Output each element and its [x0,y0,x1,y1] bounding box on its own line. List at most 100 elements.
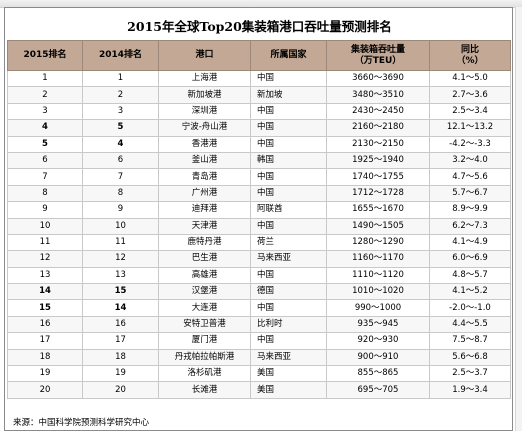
cell-country: 中国 [250,266,327,285]
cell-country: 中国 [250,299,327,317]
cell-yoy: 4.1～4.9 [429,233,511,252]
cell-country: 中国 [250,135,327,153]
table-row: 10 10 天津港 中国 1490～1505 6.2～7.3 [7,217,511,235]
cell-port: 汉堡港 [158,283,251,301]
cell-port: 高雄港 [158,266,251,285]
cell-rank-2015: 3 [7,102,83,121]
cell-port: 大连港 [158,299,251,317]
cell-yoy: 6.2～7.3 [429,217,511,235]
cell-yoy: 5.6～6.8 [429,348,511,367]
cell-rank-2015: 11 [7,233,83,252]
cell-volume: 900～910 [326,348,430,367]
cell-volume: 1110～1120 [326,266,430,285]
table-row: 8 8 广州港 中国 1712～1728 5.7～6.7 [7,184,511,203]
table-row: 19 19 洛杉矶港 美国 855～865 2.5～3.7 [7,365,511,383]
table-header-row: 2015排名 2014排名 港口 所属国家 集装箱吞吐量 （万TEU） 同比 （… [7,40,511,71]
cell-rank-2014: 6 [82,151,159,170]
cell-country: 中国 [250,332,327,350]
cell-yoy: 2.5～3.4 [429,102,511,121]
cell-country: 美国 [250,365,327,383]
cell-volume: 1010～1020 [326,283,430,301]
table-row: 7 7 青岛港 中国 1740～1755 4.7～5.6 [7,168,511,186]
header-rank-2015: 2015排名 [7,40,83,71]
table-row: 3 3 深圳港 中国 2430～2450 2.5～3.4 [7,102,511,121]
table-row: 1 1 上海港 中国 3660～3690 4.1～5.0 [7,69,511,88]
header-yoy: 同比 （%） [429,40,511,71]
cell-rank-2015: 6 [7,151,83,170]
cell-country: 韩国 [250,151,327,170]
cell-rank-2014: 20 [82,381,159,399]
cell-country: 中国 [250,102,327,121]
table-row: 6 6 釜山港 韩国 1925～1940 3.2～4.0 [7,151,511,170]
cell-rank-2014: 19 [82,365,159,383]
cell-volume: 2430～2450 [326,102,430,121]
cell-rank-2014: 11 [82,233,159,252]
table-row: 5 4 香港港 中国 2130～2150 -4.2～-3.3 [7,135,511,153]
table-row: 12 12 巴生港 马来西亚 1160～1170 6.0～6.9 [7,250,511,268]
cell-port: 青岛港 [158,168,251,186]
cell-port: 鹿特丹港 [158,233,251,252]
cell-rank-2015: 16 [7,315,83,334]
cell-country: 中国 [250,217,327,235]
cell-volume: 855～865 [326,365,430,383]
cell-rank-2014: 16 [82,315,159,334]
cell-rank-2014: 3 [82,102,159,121]
table-row: 13 13 高雄港 中国 1110～1120 4.8～5.7 [7,266,511,285]
cell-country: 中国 [250,119,327,137]
cell-port: 新加坡港 [158,86,251,104]
cell-rank-2015: 7 [7,168,83,186]
header-volume-line1: 集装箱吞吐量 [350,44,405,55]
cell-volume: 1925～1940 [326,151,430,170]
cell-yoy: 4.8～5.7 [429,266,511,285]
cell-rank-2014: 13 [82,266,159,285]
cell-rank-2015: 15 [7,299,83,317]
cell-rank-2014: 2 [82,86,159,104]
cell-volume: 2160～2180 [326,119,430,137]
cell-volume: 1655～1670 [326,201,430,219]
cell-port: 长滩港 [158,381,251,399]
cell-country: 美国 [250,381,327,399]
cell-rank-2014: 5 [82,119,159,137]
cell-port: 宁波-舟山港 [158,119,251,137]
cell-port: 上海港 [158,69,251,88]
table-row: 14 15 汉堡港 德国 1010～1020 4.1～5.2 [7,283,511,301]
cell-rank-2014: 18 [82,348,159,367]
cell-rank-2015: 8 [7,184,83,203]
cell-port: 丹戎帕拉帕斯港 [158,348,251,367]
cell-yoy: 4.1～5.2 [429,283,511,301]
cell-rank-2015: 12 [7,250,83,268]
cell-rank-2015: 4 [7,119,83,137]
cell-rank-2014: 4 [82,135,159,153]
cell-country: 德国 [250,283,327,301]
cell-port: 巴生港 [158,250,251,268]
cell-port: 釜山港 [158,151,251,170]
table-row: 11 11 鹿特丹港 荷兰 1280～1290 4.1～4.9 [7,233,511,252]
cell-yoy: 2.5～3.7 [429,365,511,383]
cell-volume: 1740～1755 [326,168,430,186]
table-title: 2015年全球Top20集装箱港口吞吐量预测排名 [127,19,392,34]
cell-port: 广州港 [158,184,251,203]
table-row: 20 20 长滩港 美国 695～705 1.9～3.4 [7,381,511,399]
cell-rank-2014: 1 [82,69,159,88]
cell-country: 比利时 [250,315,327,334]
cell-rank-2015: 5 [7,135,83,153]
cell-country: 中国 [250,184,327,203]
cell-rank-2014: 17 [82,332,159,350]
cell-rank-2014: 8 [82,184,159,203]
cell-port: 洛杉矶港 [158,365,251,383]
cell-rank-2014: 12 [82,250,159,268]
cell-country: 中国 [250,69,327,88]
document-frame: 2015年全球Top20集装箱港口吞吐量预测排名 2015排名 2014排名 港… [4,7,513,431]
table-row: 17 17 厦门港 中国 920～930 7.5～8.7 [7,332,511,350]
cell-country: 荷兰 [250,233,327,252]
cell-yoy: 8.9～9.9 [429,201,511,219]
scrollbar[interactable] [515,7,522,431]
cell-port: 香港港 [158,135,251,153]
cell-volume: 1280～1290 [326,233,430,252]
cell-country: 马来西亚 [250,250,327,268]
cell-yoy: 1.9～3.4 [429,381,511,399]
cell-rank-2015: 9 [7,201,83,219]
cell-yoy: 7.5～8.7 [429,332,511,350]
cell-rank-2015: 18 [7,348,83,367]
table-body: 1 1 上海港 中国 3660～3690 4.1～5.0 2 2 新加坡港 新加坡 3480～351… [7,69,511,399]
